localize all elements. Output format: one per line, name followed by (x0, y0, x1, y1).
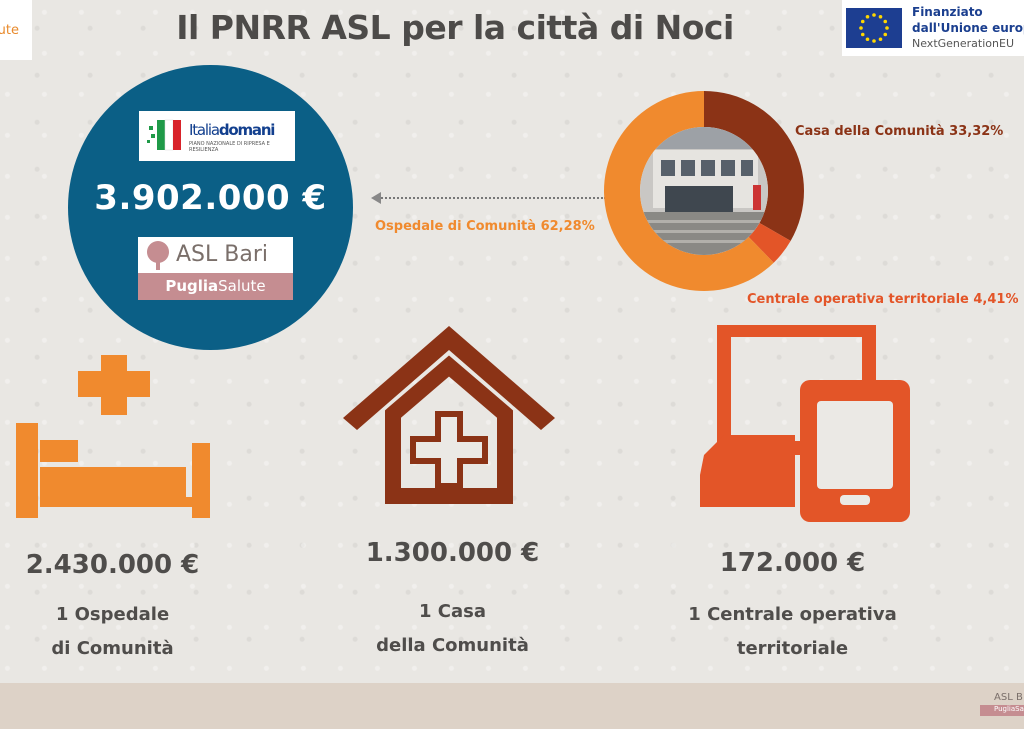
desc-ospedale: 1 Ospedale di Comunità (51, 604, 174, 659)
eu-star-icon (872, 13, 876, 17)
eu-star-icon (860, 19, 865, 24)
donut-slice-centrale (748, 222, 791, 263)
page-title: Il PNRR ASL per la città di Noci (176, 8, 734, 47)
tree-icon (147, 241, 169, 270)
asl-bar-a: Puglia (165, 277, 219, 295)
eu-line2: dall'Unione europea (912, 21, 1024, 35)
eu-star-icon (885, 26, 889, 30)
eu-star-icon (878, 37, 883, 42)
donut-slice-ospedale (604, 91, 774, 291)
eu-star-icon (883, 32, 888, 37)
eu-flag-icon (846, 8, 902, 48)
eu-star-icon (859, 26, 863, 30)
asl-name: ASL Bari (176, 242, 268, 267)
italia-name-a: Italia (189, 121, 220, 139)
italia-subtitle: PIANO NAZIONALE DI RIPRESA E RESILIENZA (189, 141, 270, 153)
eu-line1: Finanziato (912, 5, 983, 19)
desc-centrale: 1 Centrale operativa territoriale (688, 604, 897, 659)
asl-small-logo: ASL B PugliaSa (980, 692, 1024, 720)
arrow-line (378, 197, 606, 199)
italia-name-b: domani (218, 121, 276, 139)
slice-label-ospedale: Ospedale di Comunità 62,28% (375, 219, 595, 234)
donut-chart (603, 90, 805, 292)
eu-star-icon (865, 14, 870, 19)
desc-casa: 1 Casa della Comunità (376, 601, 529, 656)
eu-star-icon (860, 32, 865, 37)
puglia-salute-logo-fragment: lute (0, 0, 32, 60)
eu-star-icon (872, 39, 876, 43)
eu-star-icon (865, 37, 870, 42)
footer-band (0, 683, 1024, 729)
amount-casa: 1.300.000 € (365, 538, 540, 568)
eu-line3: NextGenerationEU (912, 37, 1014, 50)
arrow-left-icon (371, 192, 381, 204)
donut-slice-casa (704, 91, 804, 241)
asl-bari-logo: ASL Bari PugliaSalute (138, 237, 293, 300)
italia-flag-icon (147, 119, 181, 151)
amount-ospedale: 2.430.000 € (25, 550, 200, 580)
eu-funding-logo: Finanziato dall'Unione europea NextGener… (842, 0, 1024, 56)
building-photo (640, 127, 768, 255)
total-amount: 3.902.000 € (94, 178, 327, 218)
hospital-bed-icon (16, 355, 210, 518)
devices-icon (700, 325, 910, 522)
slice-label-centrale: Centrale operativa territoriale 4,41% (747, 292, 1019, 307)
eu-star-icon (883, 19, 888, 24)
slice-label-casa: Casa della Comunità 33,32% (795, 124, 1004, 139)
house-cross-icon (343, 326, 555, 504)
amount-centrale: 172.000 € (719, 548, 866, 578)
eu-star-icon (878, 14, 883, 19)
italiadomani-logo: Italiadomani PIANO NAZIONALE DI RIPRESA … (139, 111, 295, 161)
asl-bar-b: Salute (218, 277, 266, 295)
